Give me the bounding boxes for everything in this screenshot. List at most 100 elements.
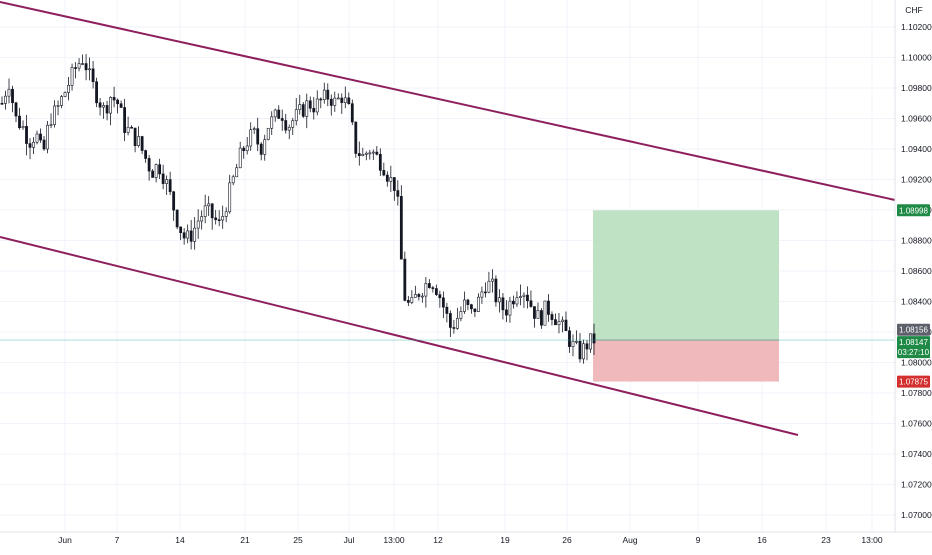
candle-body (350, 103, 354, 123)
candle-body (14, 102, 18, 117)
candle-body (182, 232, 186, 239)
candle-body (91, 68, 95, 83)
candle-body (259, 143, 263, 155)
candle-body (56, 105, 60, 107)
candle-body (340, 97, 344, 103)
candle-body (417, 294, 421, 297)
candle-body (60, 96, 63, 106)
candle-body (235, 167, 239, 178)
candle-body (536, 310, 540, 319)
candle-body (81, 63, 84, 65)
countdown-text: 03:27:10 (898, 348, 930, 357)
candle-body (480, 291, 484, 298)
candle-body (540, 310, 543, 326)
candle-body (119, 103, 123, 108)
candle-body (193, 227, 197, 242)
trend-channel[interactable] (0, 1, 896, 436)
candle-body (224, 211, 228, 217)
candle-body (438, 294, 442, 299)
x-tick-label: Aug (622, 535, 637, 545)
candle-body (7, 88, 11, 97)
candle-body (270, 116, 274, 129)
channel-lower-line (0, 236, 799, 436)
candle-body (364, 152, 368, 155)
candle-body (301, 104, 305, 117)
candle-body (49, 124, 53, 126)
candle-body (533, 306, 536, 319)
candle-body (32, 141, 35, 148)
candle-body (462, 299, 466, 312)
y-tick-label: 1.07200 (901, 480, 932, 490)
x-tick-label: 12 (433, 535, 443, 545)
candle-body (242, 147, 246, 152)
candle-body (322, 89, 326, 100)
candle-body (515, 297, 519, 305)
candle-body (102, 105, 105, 108)
candle-body (571, 341, 575, 347)
x-tick-label: 14 (175, 535, 185, 545)
candle-body (550, 314, 554, 320)
candle-body (371, 151, 375, 154)
candle-body (11, 88, 14, 104)
candle-body (543, 300, 547, 326)
candle-body (484, 291, 487, 294)
y-tick-label: 1.07000 (901, 510, 932, 520)
candle-body (494, 278, 498, 303)
stop-zone (593, 340, 779, 382)
candle-body (263, 139, 267, 155)
candle-body (403, 258, 407, 301)
candle-body (84, 63, 88, 71)
candles (0, 54, 596, 364)
x-tick-label: 19 (500, 535, 510, 545)
y-tick-label: 1.09800 (901, 83, 932, 93)
time-axis[interactable]: Jun 7 14 21 25 Jul 13:00 12 19 26 Aug 9 16 23 13:00 (0, 531, 932, 545)
candle-body (231, 176, 235, 184)
y-tick-label: 1.10200 (901, 22, 932, 32)
candle-body (137, 136, 141, 146)
candle-body (217, 219, 221, 221)
candle-body (53, 105, 56, 125)
channel-upper-line (0, 1, 896, 201)
candle-body (315, 98, 319, 113)
candle-body (165, 179, 169, 184)
candle-body (592, 333, 596, 344)
candle-body (469, 304, 473, 310)
candle-body (63, 92, 67, 97)
candle-body (21, 126, 25, 129)
candle-body (273, 109, 277, 118)
candle-body (214, 217, 218, 220)
candle-body (67, 85, 70, 93)
y-tick-label: 1.09600 (901, 114, 932, 124)
candle-body (529, 300, 533, 307)
candle-body (0, 102, 4, 105)
candle-body (210, 203, 214, 219)
candle-body (452, 327, 456, 329)
candle-body (88, 68, 91, 71)
candle-body (519, 296, 522, 299)
candle-body (582, 343, 585, 360)
candle-body (382, 170, 386, 176)
candle-body (508, 300, 512, 316)
candle-body (123, 107, 127, 133)
target-price-badge-text: 1.08998 (899, 206, 928, 215)
candle-body (252, 128, 256, 131)
candle-body (441, 297, 445, 308)
candle-body (175, 209, 179, 228)
candle-body (256, 128, 260, 145)
candle-body (564, 319, 568, 332)
candle-body (336, 97, 340, 100)
candle-body (35, 133, 39, 143)
candle-body (357, 153, 361, 156)
candle-body (585, 343, 589, 350)
candle-body (389, 177, 393, 182)
candle-body (448, 313, 452, 328)
x-tick-label: 26 (562, 535, 572, 545)
candle-body (431, 287, 435, 289)
candle-body (420, 295, 424, 298)
candle-body (455, 318, 459, 329)
x-tick-label: 23 (821, 535, 831, 545)
price-axis[interactable]: 1.10200 1.10000 1.09800 1.09600 1.09400 1.092… (894, 0, 932, 532)
candle-body (557, 321, 561, 326)
